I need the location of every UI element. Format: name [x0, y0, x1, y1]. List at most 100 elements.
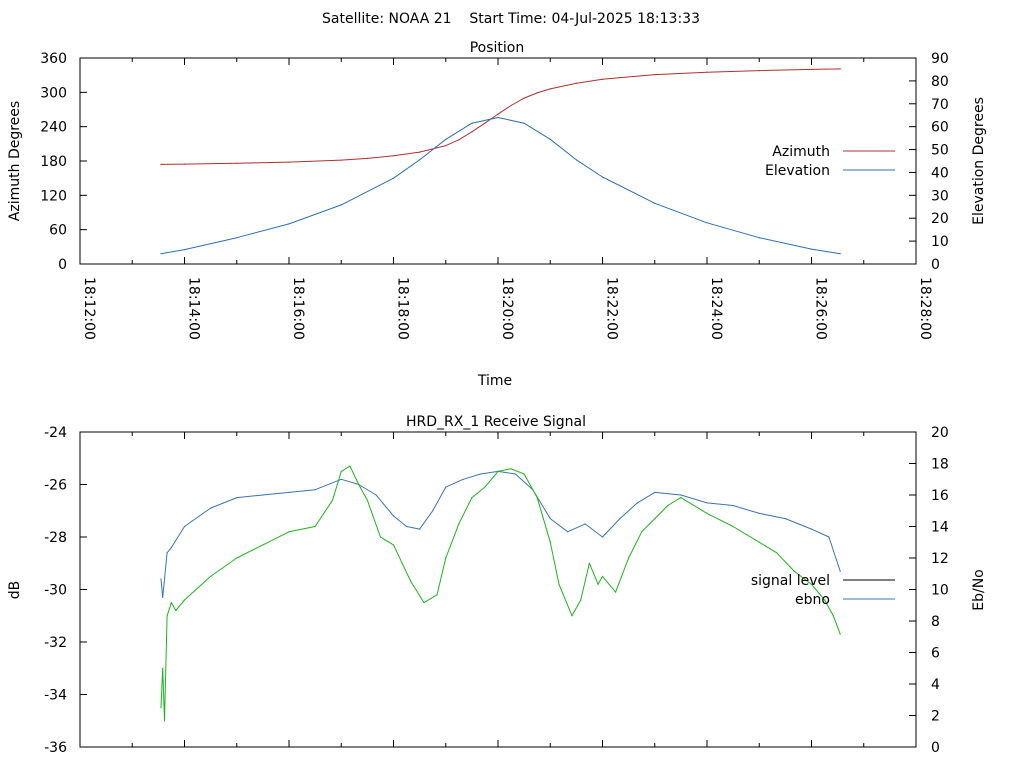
signal-series-unlabeled-point: [458, 523, 460, 525]
signal-series-unlabeled-point: [810, 583, 813, 585]
legend-elevation-label: Elevation: [765, 163, 830, 179]
signal-series-unlabeled-point: [471, 497, 473, 499]
signal-series-unlabeled-point: [314, 525, 316, 528]
signal-series-ebno-point: [419, 528, 421, 530]
position-y2-tick-label: 30: [931, 188, 949, 204]
position-chart-title: Position: [470, 40, 525, 56]
position-series-elevation-point: [575, 159, 578, 161]
position-series-layer: [160, 68, 841, 255]
signal-series-unlabeled-point: [401, 562, 403, 564]
signal-series-unlabeled-point: [510, 468, 512, 470]
position-x-tick-label: 18:26:00: [813, 277, 829, 340]
signal-series-unlabeled-point: [392, 544, 395, 546]
position-y-axis-label: Azimuth Degrees: [7, 101, 23, 221]
position-series-elevation-point: [706, 222, 708, 224]
signal-y2-tick-label: 18: [931, 457, 949, 473]
position-series-azimuth-point: [523, 97, 525, 99]
position-series-elevation-point: [160, 253, 162, 255]
signal-series-unlabeled-point: [349, 465, 351, 467]
position-series-elevation-point: [601, 176, 604, 178]
signal-series-ebno-point: [236, 497, 238, 499]
signal-series-unlabeled-point: [580, 599, 582, 601]
signal-series-unlabeled-point: [379, 536, 381, 538]
signal-series-unlabeled-point: [170, 602, 172, 604]
position-series-elevation-point: [419, 159, 421, 161]
signal-series-unlabeled-point: [832, 615, 834, 617]
position-series-elevation-point: [497, 116, 499, 119]
signal-series-ebno-point: [392, 515, 395, 517]
signal-series-unlabeled-point: [331, 499, 334, 501]
signal-y2-tick-label: 2: [931, 709, 940, 725]
signal-y2-tick-label: 6: [931, 646, 940, 662]
position-series-elevation-line: [160, 117, 841, 255]
position-series-azimuth-point: [536, 92, 538, 94]
signal-y-tick-label: -36: [44, 740, 67, 756]
signal-series-ebno-point: [549, 518, 551, 520]
signal-series-unlabeled-point: [641, 531, 643, 533]
position-series-elevation-point: [810, 248, 813, 250]
signal-y-tick-label: -28: [44, 530, 67, 546]
signal-series-ebno-point: [160, 578, 162, 580]
signal-series-unlabeled-point: [436, 594, 438, 596]
signal-series-ebno-point: [839, 570, 841, 572]
signal-plot-frame: [79, 431, 917, 748]
signal-series-ebno-point: [567, 531, 569, 533]
signal-series-ebno-point: [170, 546, 172, 549]
legend-signal-level-label: signal level: [751, 573, 830, 589]
signal-series-ebno-point: [445, 486, 447, 488]
signal-series-ebno-point: [210, 507, 212, 509]
position-x-tick-label: 18:24:00: [708, 277, 724, 340]
position-y2-tick-label: 90: [931, 51, 949, 67]
signal-series-unlabeled-point: [654, 518, 656, 520]
signal-series-ebno-point: [166, 552, 168, 554]
signal-series-unlabeled-point: [366, 499, 368, 501]
signal-series-unlabeled-point: [497, 470, 499, 472]
signal-series-unlabeled-point: [410, 581, 412, 583]
position-legend: Azimuth Elevation: [765, 144, 895, 179]
position-y2-tick-label: 10: [931, 234, 949, 250]
position-series-elevation-point: [340, 204, 342, 206]
signal-series-unlabeled-point: [558, 583, 560, 585]
position-series-elevation-point: [445, 138, 447, 140]
position-series-azimuth-point: [575, 82, 578, 84]
signal-chart: HRD_RX_1 Receive Signal -36-34-32-30-28-…: [7, 414, 987, 756]
signal-series-ebno-point: [706, 502, 708, 504]
position-series-azimuth-point: [236, 162, 238, 164]
signal-series-ebno-point: [314, 489, 316, 491]
signal-series-unlabeled-point: [166, 615, 168, 617]
position-series-azimuth-point: [458, 139, 460, 141]
position-series-elevation-point: [392, 177, 395, 179]
position-series-elevation-point: [236, 237, 238, 239]
position-y2-tick-label: 50: [931, 143, 949, 159]
signal-series-unlabeled-point: [601, 575, 604, 578]
signal-series-ebno-point: [432, 510, 434, 512]
position-x-tick-label: 18:20:00: [499, 277, 515, 340]
position-series-azimuth-point: [706, 71, 708, 73]
position-series-azimuth-point: [654, 74, 656, 76]
signal-y-tick-label: -32: [44, 635, 67, 651]
signal-series-unlabeled-point: [175, 609, 177, 612]
signal-series-unlabeled-point: [706, 512, 708, 515]
position-series-elevation-point: [288, 223, 290, 225]
signal-series-ebno-point: [480, 473, 482, 475]
position-series-azimuth-point: [471, 131, 473, 133]
signal-series-ebno-point: [680, 494, 682, 496]
signal-series-ebno-point: [262, 494, 264, 496]
signal-series-unlabeled-point: [680, 497, 682, 499]
position-y2-axis-label: Elevation Degrees: [971, 97, 987, 225]
signal-series-unlabeled-point: [210, 575, 212, 578]
position-x-tick-label: 18:12:00: [81, 277, 97, 340]
signal-series-unlabeled-point: [667, 504, 669, 507]
signal-series-unlabeled-point: [162, 667, 164, 669]
position-series-elevation-point: [183, 249, 186, 251]
signal-axes: -36 -34 -32 -30 -28 -26 -24 0 2 4 6 8 10 12 14 16 18 20: [44, 425, 949, 756]
signal-series-unlabeled-point: [423, 602, 425, 604]
signal-series-unlabeled-point: [183, 599, 186, 601]
position-series-azimuth-point: [160, 163, 162, 165]
position-series-elevation-point: [549, 138, 551, 140]
signal-series-ebno-point: [183, 525, 186, 528]
signal-series-ebno-point: [619, 518, 621, 520]
signal-y2-tick-label: 12: [931, 551, 949, 567]
position-series-elevation-point: [839, 253, 841, 255]
signal-series-unlabeled-point: [549, 541, 551, 543]
